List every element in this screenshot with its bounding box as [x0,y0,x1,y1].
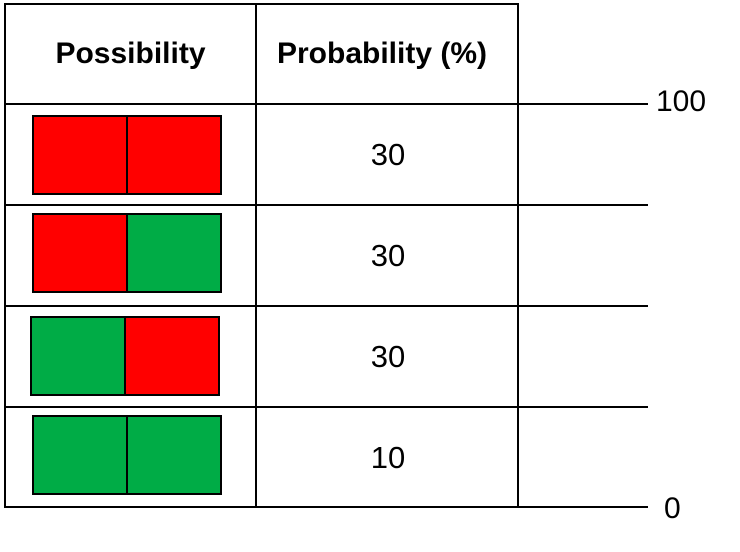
possibility-pair-4 [32,415,222,495]
probability-value-2: 30 [370,238,406,273]
row-line-2 [4,204,648,206]
header-probability: Probability (%) [277,37,488,70]
square-left [34,215,126,291]
row-line-3 [4,305,648,307]
square-left [32,318,124,394]
possibility-pair-1 [32,115,222,195]
row-line-1 [4,103,648,105]
header-possibility: Possibility [55,37,206,70]
square-right [124,318,218,394]
scale-label-top: 100 [656,85,707,118]
square-right [126,117,220,193]
possibility-pair-3 [30,316,220,396]
square-left [34,117,126,193]
square-right [126,215,220,291]
square-left [34,417,126,493]
square-right [126,417,220,493]
probability-value-3: 30 [370,339,406,374]
column-divider [255,3,257,508]
table-border-left [4,3,6,508]
scale-label-bottom: 0 [664,492,681,525]
probability-value-1: 30 [370,137,406,172]
table-border-top [4,3,519,5]
row-line-4 [4,406,648,408]
table-border-right [517,3,519,508]
possibility-pair-2 [32,213,222,293]
row-line-5 [4,506,648,508]
probability-value-4: 10 [370,440,406,475]
